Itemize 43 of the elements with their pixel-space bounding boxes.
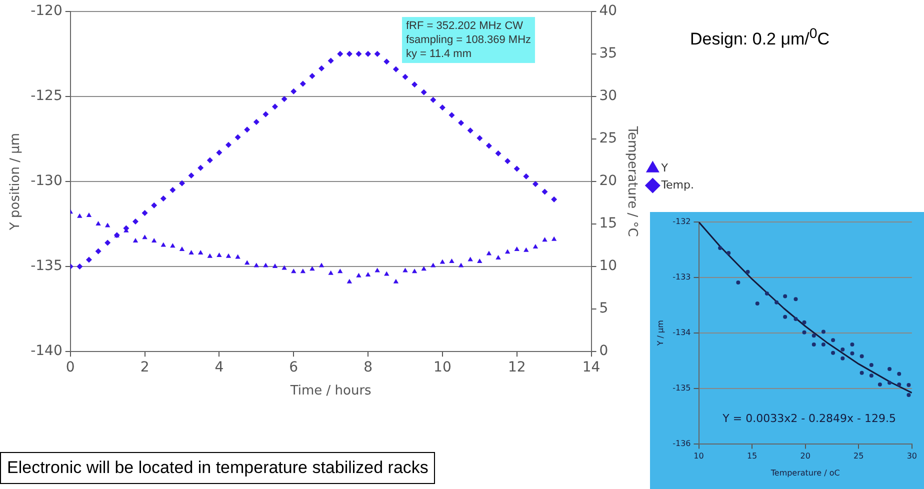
annotation: Y = 0.0033x2 - 0.2849x - 129.5 — [722, 412, 896, 425]
x-tick-label: 2 — [140, 360, 150, 376]
x-tick-label: 12 — [508, 360, 526, 376]
y-tick-label: -136 — [672, 438, 691, 448]
legend-label: Y — [660, 161, 668, 174]
y2-tick-label: 0 — [599, 343, 608, 360]
y2-axis-title: Temperature / °C — [624, 125, 640, 237]
text: Design: 0.2 μm/$^{0}$C — [690, 26, 830, 50]
y-tick-label: -130 — [30, 173, 62, 190]
y-tick-label: -135 — [30, 258, 62, 274]
y-tick-label: -125 — [30, 88, 62, 104]
x-axis-title: Time / hours — [289, 384, 372, 399]
x-tick-label: 14 — [582, 360, 600, 376]
y-tick-label: -120 — [30, 3, 62, 20]
y2-tick-label: 15 — [599, 216, 618, 232]
x-tick-label: 8 — [364, 360, 372, 376]
x-tick-label: 20 — [800, 452, 810, 461]
y2-tick-label: 35 — [599, 46, 618, 62]
annotation: fRF = 352.202 MHz CW fsampling = 108.369 MHz ky = 11.4 mm — [402, 17, 536, 63]
legend-label: Temp. — [660, 178, 694, 192]
text: Electronic will be located in temperature stabilized racks — [0, 452, 436, 484]
y-tick-label: -133 — [672, 272, 691, 282]
y2-tick-label: 20 — [599, 173, 618, 190]
x-axis-title: Temperature / oC — [770, 468, 840, 478]
x-tick-label: 25 — [854, 452, 864, 461]
y-tick-label: -132 — [672, 217, 691, 226]
y2-tick-label: 10 — [599, 258, 618, 274]
x-tick-label: 0 — [66, 360, 75, 376]
y2-tick-label: 40 — [599, 3, 618, 20]
y-axis-title: Y position / µm — [8, 132, 24, 232]
x-tick-label: 10 — [694, 452, 704, 461]
x-tick-label: 15 — [746, 452, 758, 461]
y2-tick-label: 5 — [599, 300, 608, 317]
x-tick-label: 30 — [906, 452, 918, 461]
y-tick-label: -140 — [30, 343, 62, 360]
x-tick-label: 10 — [434, 360, 452, 376]
y-tick-label: -134 — [672, 328, 691, 337]
x-tick-label: 4 — [214, 360, 224, 376]
y-axis-title: Y / µm — [656, 320, 665, 347]
y2-tick-label: 25 — [599, 130, 618, 147]
y2-tick-label: 30 — [599, 88, 618, 104]
x-tick-label: 6 — [289, 360, 298, 376]
y-tick-label: -135 — [672, 383, 691, 392]
